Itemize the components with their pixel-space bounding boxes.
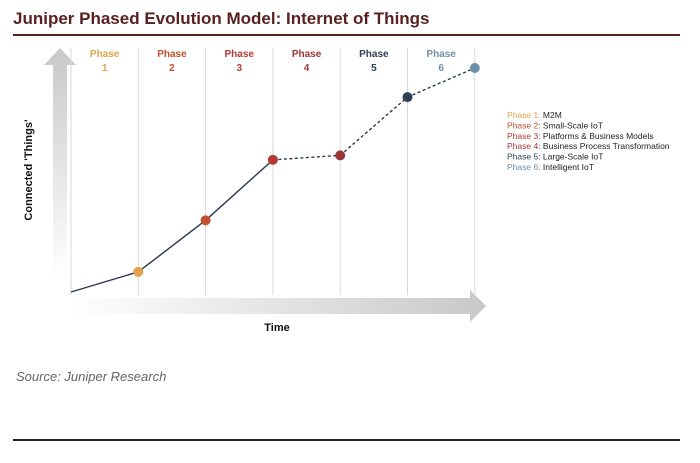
phase-header-number: 6 [438, 63, 444, 74]
legend-phase-prefix: Phase 1: [507, 110, 543, 120]
y-axis-arrow [44, 48, 76, 280]
page-title: Juniper Phased Evolution Model: Internet… [13, 9, 430, 28]
legend-item: Phase 1: M2M [507, 110, 562, 120]
phase-header-label: Phase [292, 49, 322, 60]
legend-phase-prefix: Phase 2: [507, 120, 543, 130]
legend-phase-prefix: Phase 6: [507, 162, 543, 172]
phase-header-number: 1 [102, 63, 108, 74]
phase-header-number: 2 [169, 63, 175, 74]
data-point-phase-2 [200, 215, 211, 226]
y-axis-label: Connected 'Things' [23, 119, 35, 221]
x-axis-arrow [70, 290, 486, 322]
legend-item: Phase 4: Business Process Transformation [507, 141, 670, 151]
footer-rule [13, 439, 680, 441]
legend-phase-name: Platforms & Business Models [543, 131, 654, 141]
data-point-phase-5 [402, 92, 413, 103]
phase-header-label: Phase [157, 49, 187, 60]
legend-phase-prefix: Phase 5: [507, 152, 543, 162]
source-note: Source: Juniper Research [16, 369, 167, 384]
series-segment-dashed [272, 154, 341, 161]
data-point-phase-6 [469, 63, 480, 73]
series-lines [70, 67, 476, 293]
x-axis-label: Time [264, 322, 289, 334]
legend-item: Phase 6: Intelligent IoT [507, 162, 594, 172]
legend-item: Phase 5: Large-Scale IoT [507, 152, 603, 162]
data-point-phase-1 [133, 266, 144, 277]
phase-header-number: 5 [371, 63, 377, 74]
series-segment [137, 219, 207, 273]
phase-header-label: Phase [426, 49, 456, 60]
series-segment-dashed [339, 96, 408, 156]
data-point-phase-3 [267, 154, 278, 165]
series-points [133, 63, 480, 277]
legend-phase-name: Business Process Transformation [543, 141, 670, 151]
phase-header-number: 3 [236, 63, 242, 74]
legend-phase-name: Large-Scale IoT [543, 152, 603, 162]
legend-phase-prefix: Phase 3: [507, 131, 543, 141]
legend-item: Phase 2: Small-Scale IoT [507, 120, 603, 130]
series-segment [70, 271, 139, 293]
series-segment-dashed [407, 67, 476, 98]
legend-phase-name: Small-Scale IoT [543, 120, 603, 130]
phase-gridlines [70, 48, 476, 295]
phase-header-number: 4 [304, 63, 310, 74]
phase-header-label: Phase [90, 49, 120, 60]
phase-headers: Phase 1 Phase 2 Phase 3 Phase 4 Phase 5 Phase 6 [90, 49, 456, 74]
legend-phase-name: Intelligent IoT [543, 162, 594, 172]
phase-header-label: Phase [359, 49, 389, 60]
phase-evolution-chart: Connected 'Things' Time Phase1Phase2Phas… [23, 48, 670, 334]
phase-header-label: Phase [225, 49, 255, 60]
title-rule [13, 34, 680, 36]
legend-phase-name: M2M [543, 110, 562, 120]
series-segment [205, 159, 274, 221]
legend-phase-prefix: Phase 4: [507, 141, 543, 151]
legend-item: Phase 3: Platforms & Business Models [507, 131, 653, 141]
data-point-phase-4 [335, 150, 346, 161]
